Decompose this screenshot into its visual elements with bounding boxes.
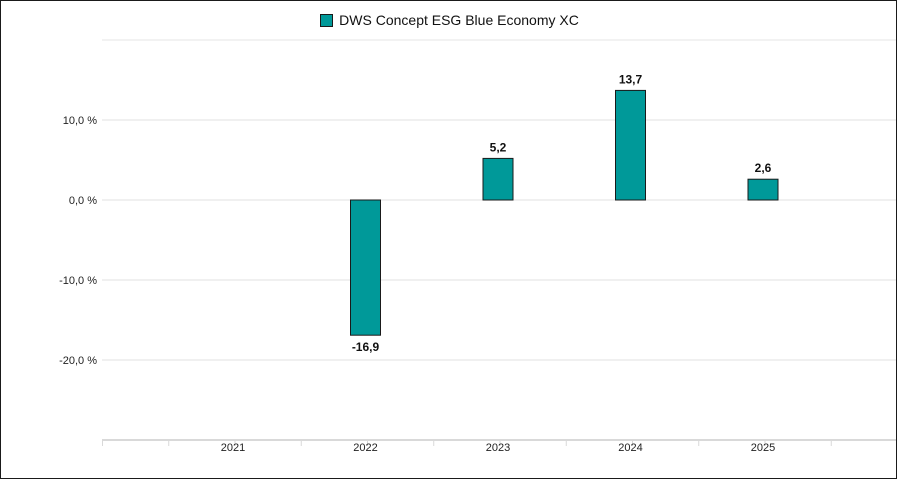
x-tick-label: 2025 — [751, 442, 775, 454]
data-label: 2,6 — [755, 161, 772, 175]
x-tick-label: 2022 — [353, 442, 377, 454]
data-label: 5,2 — [490, 140, 507, 154]
legend-label: DWS Concept ESG Blue Economy XC — [339, 12, 579, 28]
y-tick-label: -20,0 % — [59, 355, 97, 367]
x-tick-label: 2021 — [221, 442, 245, 454]
bar — [747, 178, 779, 201]
legend-swatch — [320, 13, 334, 27]
y-tick-label: 0,0 % — [69, 195, 97, 207]
y-tick-label: 10,0 % — [63, 115, 97, 127]
y-tick-label: -10,0 % — [59, 275, 97, 287]
x-tick-label: 2024 — [618, 442, 642, 454]
bar — [482, 157, 514, 201]
data-label: 13,7 — [619, 72, 643, 86]
chart-legend: DWS Concept ESG Blue Economy XC — [0, 12, 899, 28]
bar — [615, 89, 646, 201]
data-label: -16,9 — [352, 340, 380, 354]
bar — [350, 199, 381, 336]
x-tick-label: 2023 — [486, 442, 510, 454]
